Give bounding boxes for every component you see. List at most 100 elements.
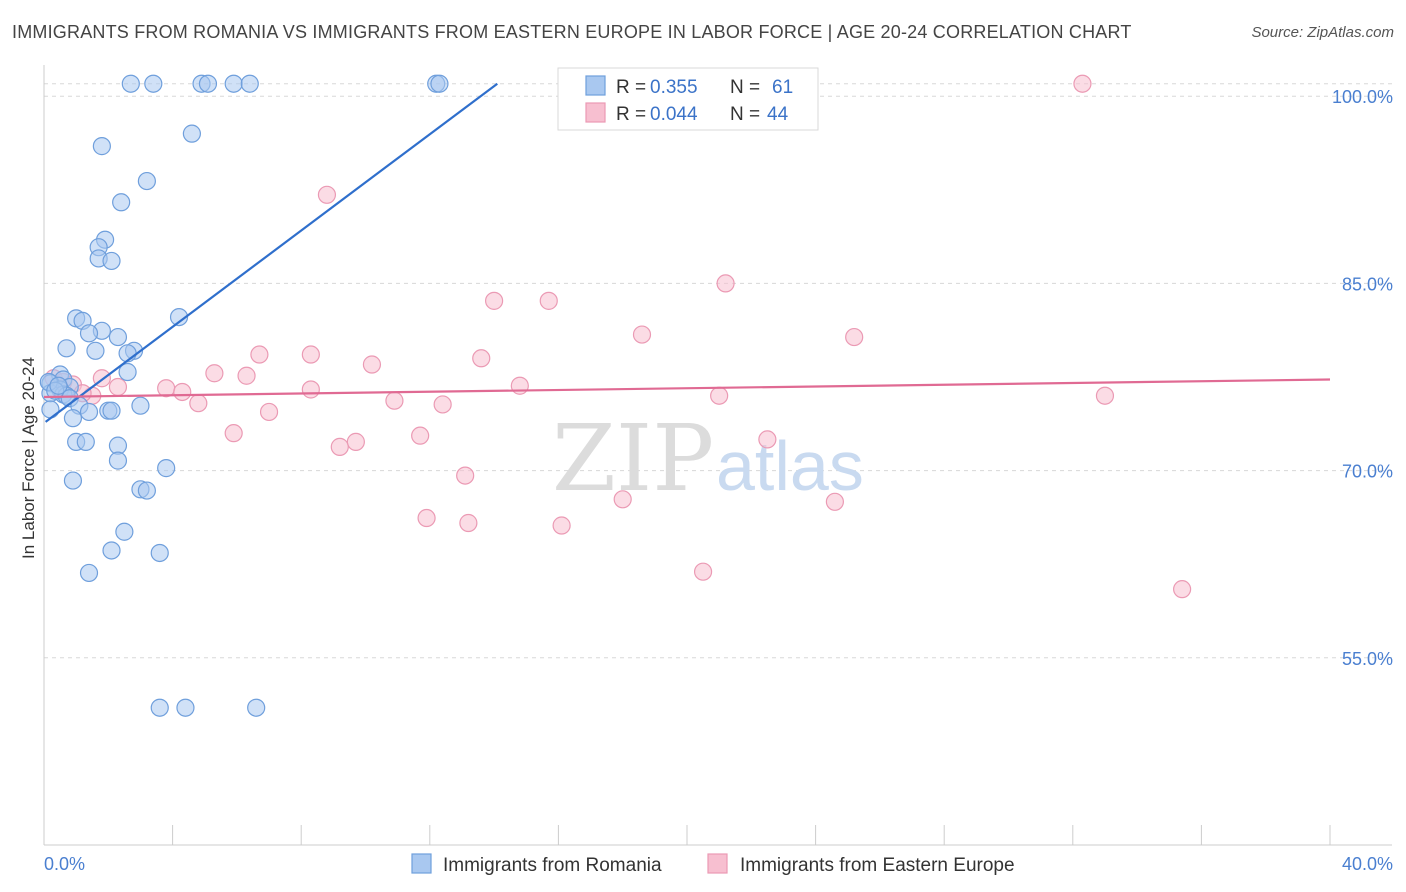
data-point	[301, 380, 320, 399]
data-point	[430, 74, 449, 93]
data-point	[63, 409, 83, 428]
data-point	[182, 124, 201, 143]
legend-eastern-europe-r-label: R =	[616, 104, 646, 125]
data-point	[115, 522, 134, 541]
data-point	[41, 400, 60, 419]
bottom-legend-romania-label: Immigrants from Romania	[443, 855, 662, 876]
data-point	[417, 508, 436, 528]
data-point	[205, 364, 224, 383]
data-point	[131, 396, 150, 415]
data-point	[108, 327, 128, 347]
data-point	[1095, 386, 1115, 405]
data-point	[250, 345, 269, 364]
data-point	[108, 451, 128, 470]
data-point	[176, 698, 195, 717]
data-point	[710, 386, 729, 405]
watermark-atlas: atlas	[716, 427, 864, 505]
bottom-legend-eastern-europe-label: Immigrants from Eastern Europe	[740, 855, 1015, 876]
data-point	[189, 394, 208, 413]
data-point	[169, 307, 189, 327]
data-point	[247, 698, 266, 717]
data-point	[385, 391, 404, 410]
data-point	[137, 171, 156, 191]
data-point	[102, 401, 121, 420]
legend-eastern-europe-n-label: N =	[730, 104, 760, 125]
data-point	[198, 74, 218, 93]
series-romania-points	[39, 74, 449, 717]
data-point	[173, 382, 192, 402]
bottom-legend-romania-swatch	[411, 853, 432, 874]
legend-romania-swatch	[585, 75, 606, 96]
data-point	[112, 193, 131, 212]
data-point	[456, 466, 475, 485]
bottom-legend-eastern-europe-swatch	[707, 853, 728, 874]
axes	[43, 65, 1392, 846]
x-tick-labels: 0.0% 40.0%	[44, 854, 1393, 874]
data-point	[693, 562, 713, 581]
data-point	[79, 402, 99, 422]
data-point	[632, 325, 652, 344]
x-tick-label: 40.0%	[1342, 854, 1393, 874]
data-point	[330, 437, 349, 456]
data-point	[301, 345, 320, 364]
chart-title: IMMIGRANTS FROM ROMANIA VS IMMIGRANTS FR…	[12, 22, 1132, 42]
data-point	[259, 402, 279, 422]
legend-eastern-europe-r-value: 0.044	[650, 104, 698, 125]
data-point	[92, 137, 111, 156]
data-point	[144, 74, 163, 93]
data-point	[86, 341, 105, 360]
watermark-zip: ZIP	[552, 405, 714, 512]
legend-eastern-europe-n-value: 44	[767, 104, 789, 125]
y-tick-label: 70.0%	[1342, 462, 1393, 482]
data-point	[539, 291, 558, 310]
data-point	[118, 362, 137, 382]
data-point	[237, 366, 256, 385]
data-point	[63, 471, 83, 490]
data-point	[472, 349, 491, 368]
series-eastern-europe-points	[44, 74, 1192, 599]
data-point	[510, 376, 529, 395]
trend-line-romania	[44, 82, 498, 423]
data-point	[1073, 74, 1092, 93]
trend-lines	[43, 82, 1331, 423]
data-point	[346, 432, 365, 451]
data-point	[317, 185, 337, 204]
data-point	[825, 492, 844, 511]
y-tick-label: 100.0%	[1332, 87, 1393, 107]
data-point	[150, 698, 169, 717]
data-point	[758, 430, 777, 449]
data-point	[57, 339, 76, 358]
legend-romania-n-value: 61	[772, 77, 793, 98]
data-point	[224, 424, 243, 443]
data-point	[552, 516, 571, 535]
data-point	[433, 395, 452, 414]
y-axis-label: In Labor Force | Age 20-24	[19, 357, 38, 559]
data-point	[79, 563, 99, 583]
legend-box: R = 0.355 N = 61 R = 0.044 N = 44	[557, 67, 819, 131]
data-point	[411, 426, 430, 445]
data-point	[76, 432, 95, 451]
data-point	[150, 543, 169, 563]
data-point	[49, 376, 68, 395]
legend-romania-n-label: N =	[730, 77, 760, 98]
data-point	[121, 74, 140, 93]
data-point	[1173, 580, 1192, 599]
legend-romania-r-value: 0.355	[650, 77, 698, 98]
data-point	[224, 74, 243, 93]
data-point	[102, 541, 121, 560]
data-point	[485, 291, 504, 310]
data-point	[845, 327, 864, 347]
data-point	[102, 251, 121, 271]
y-tick-label: 85.0%	[1342, 274, 1393, 294]
data-point	[459, 513, 478, 533]
data-point	[79, 324, 99, 343]
x-tick-label: 0.0%	[44, 854, 85, 874]
data-point	[613, 490, 632, 509]
y-tick-label: 55.0%	[1342, 649, 1393, 669]
data-point	[108, 377, 128, 397]
legend-eastern-europe-swatch	[585, 102, 606, 123]
data-point	[716, 274, 735, 293]
chart-source: Source: ZipAtlas.com	[1251, 24, 1394, 41]
data-point	[362, 355, 382, 374]
